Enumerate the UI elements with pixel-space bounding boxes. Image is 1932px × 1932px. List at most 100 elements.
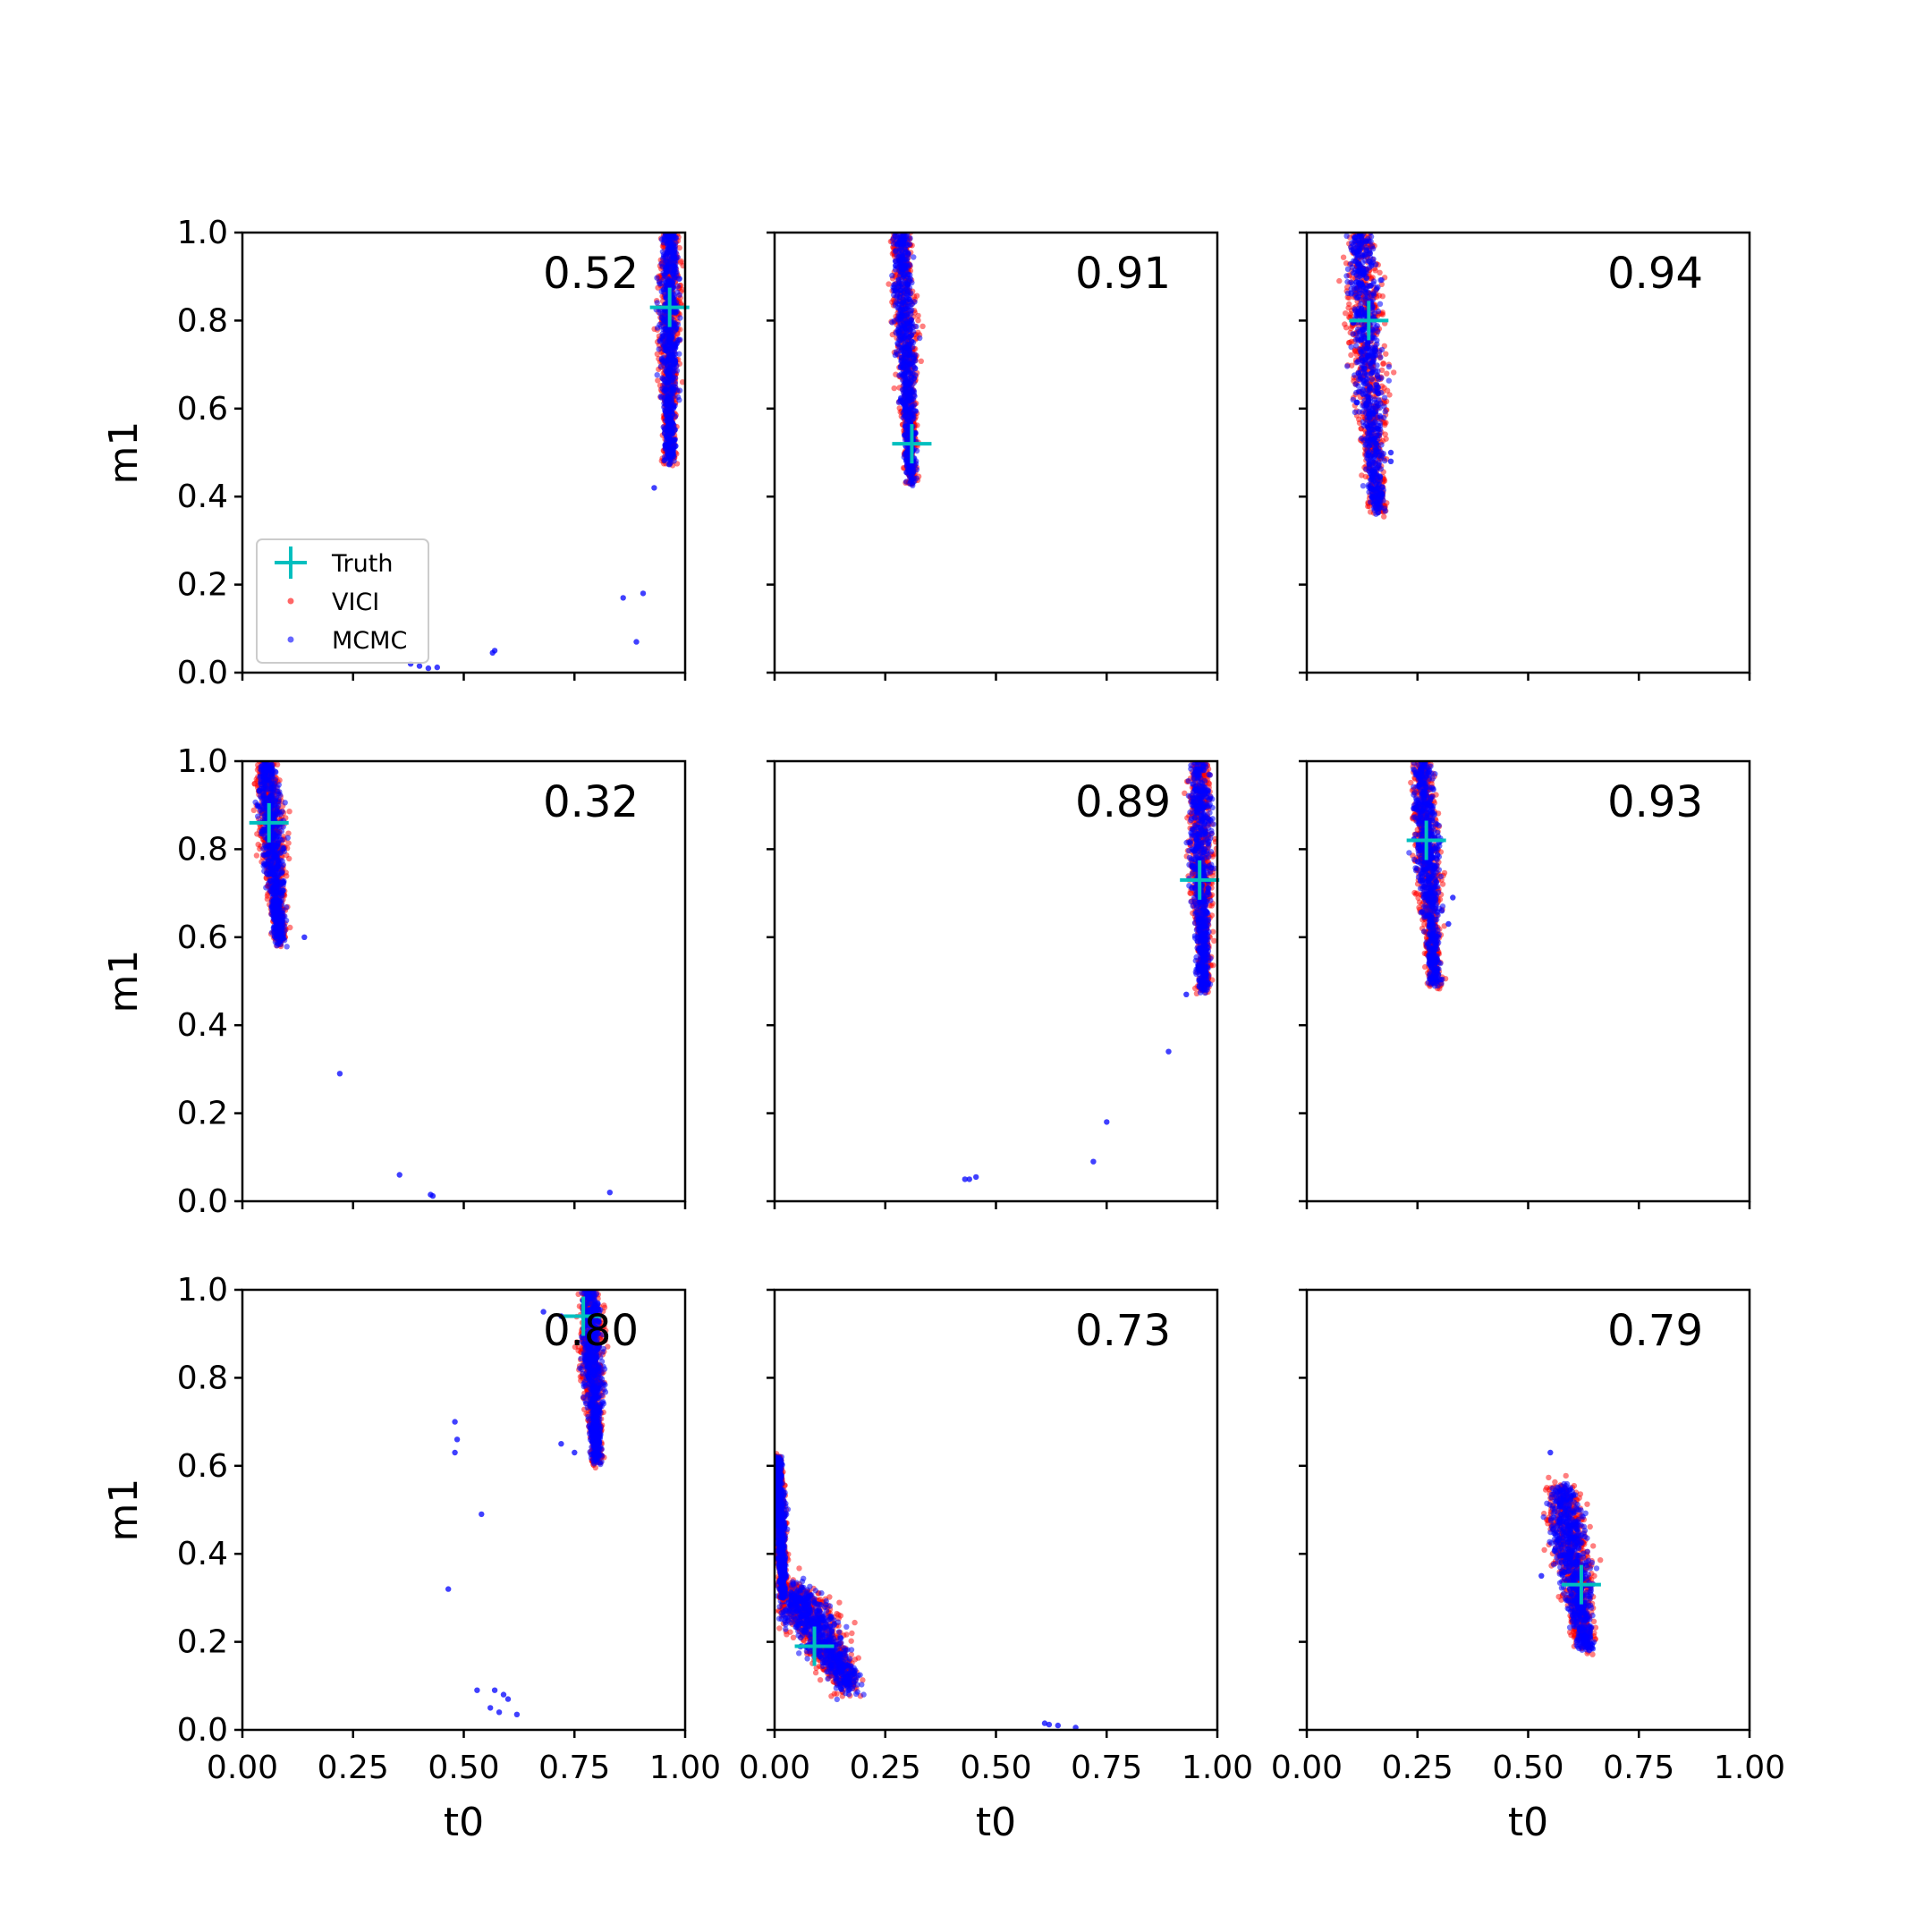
mcmc-point [1360, 483, 1367, 489]
vici-point [286, 809, 292, 815]
mcmc-outlier-point [1387, 449, 1394, 456]
mcmc-point [661, 377, 667, 384]
mcmc-point [1371, 469, 1378, 475]
panel-3: 0.94 [1299, 231, 1751, 681]
vici-point [1346, 314, 1352, 320]
mcmc-point [666, 449, 673, 455]
vici-point [1391, 369, 1397, 376]
mcmc-point [674, 283, 682, 290]
mcmc-point [669, 355, 676, 361]
y-tick-label: 0.2 [177, 567, 228, 604]
mcmc-point [1354, 359, 1360, 366]
vici-point [286, 855, 292, 862]
mcmc-point [1344, 290, 1352, 297]
mcmc-point [1360, 309, 1368, 316]
mcmc-point [1370, 256, 1377, 262]
mcmc-point [672, 380, 679, 386]
mcmc-point [901, 290, 907, 296]
mcmc-point [902, 312, 909, 319]
vici-point [1381, 385, 1387, 391]
mcmc-point [1363, 247, 1370, 253]
vici-point [666, 225, 672, 231]
y-tick-label: 0.8 [177, 302, 228, 339]
mcmc-point [907, 235, 913, 242]
legend-label: VICI [332, 589, 379, 616]
mcmc-point [661, 319, 667, 326]
mcmc-point [1354, 250, 1360, 257]
mcmc-point [665, 461, 672, 468]
mcmc-point [1375, 427, 1381, 434]
vici-point [267, 755, 272, 760]
mcmc-point [1348, 279, 1354, 285]
mcmc-point [1366, 443, 1373, 449]
mcmc-point [657, 310, 663, 317]
mcmc-point [665, 233, 672, 239]
mcmc-point [903, 419, 911, 425]
mcmc-point [897, 246, 903, 252]
mcmc-point [674, 386, 680, 394]
vici-point [915, 318, 921, 324]
vici-point [1383, 351, 1389, 357]
mcmc-point [1372, 344, 1378, 351]
mcmc-point [912, 430, 919, 436]
mcmc-point [657, 363, 665, 369]
vici-point [284, 873, 290, 879]
mcmc-point [905, 368, 911, 374]
mcmc-point [1365, 411, 1372, 417]
mcmc-point [904, 337, 911, 344]
score-label: 0.52 [543, 249, 639, 299]
mcmc-point [1353, 389, 1360, 396]
mcmc-point [909, 480, 916, 487]
mcmc-point [900, 257, 907, 264]
mcmc-point [670, 269, 676, 275]
mcmc-point [889, 272, 895, 279]
score-label: 0.94 [1607, 249, 1703, 299]
mcmc-point [1373, 446, 1379, 453]
mcmc-point [1368, 394, 1374, 402]
mcmc-outlier-point [416, 663, 423, 669]
vici-point [285, 840, 292, 846]
mcmc-point [1359, 336, 1365, 343]
vici-point [1381, 478, 1388, 484]
mcmc-point [1379, 490, 1385, 497]
mcmc-point [1352, 409, 1359, 416]
mcmc-point [667, 257, 674, 263]
mcmc-point [902, 351, 908, 357]
mcmc-point [917, 335, 923, 342]
mcmc-point [1363, 402, 1369, 408]
vici-point [263, 753, 268, 758]
vici-point [1379, 311, 1386, 318]
mcmc-point [1376, 453, 1382, 459]
mcmc-point [1348, 260, 1354, 267]
mcmc-point [1357, 286, 1363, 293]
mcmc-point [1369, 464, 1376, 470]
mcmc-point [669, 419, 675, 426]
mcmc-point [897, 238, 903, 244]
vici-point [1381, 513, 1387, 520]
mcmc-point [911, 254, 917, 260]
mcmc-point [1382, 409, 1388, 415]
mcmc-point [672, 436, 678, 443]
mcmc-point [663, 347, 669, 353]
mcmc-point [658, 335, 665, 341]
mcmc-point [902, 321, 909, 327]
mcmc-point [1377, 354, 1384, 360]
truth-marker [1349, 301, 1389, 341]
y-tick-label: 1.0 [177, 215, 228, 251]
mcmc-point [1373, 500, 1380, 506]
mcmc-point [1344, 266, 1352, 273]
mcmc-point [1368, 283, 1374, 289]
mcmc-point [1369, 307, 1376, 314]
mcmc-point [1367, 458, 1374, 465]
mcmc-point [902, 479, 910, 485]
mcmc-point [1370, 320, 1377, 327]
vici-point [250, 807, 257, 813]
mcmc-outlier-point [640, 590, 647, 597]
mcmc-point [904, 250, 911, 256]
mcmc-point [892, 225, 897, 231]
mcmc-point [671, 458, 677, 464]
mcmc-point [665, 330, 671, 337]
mcmc-point [1381, 394, 1388, 401]
mcmc-point [1366, 363, 1372, 369]
